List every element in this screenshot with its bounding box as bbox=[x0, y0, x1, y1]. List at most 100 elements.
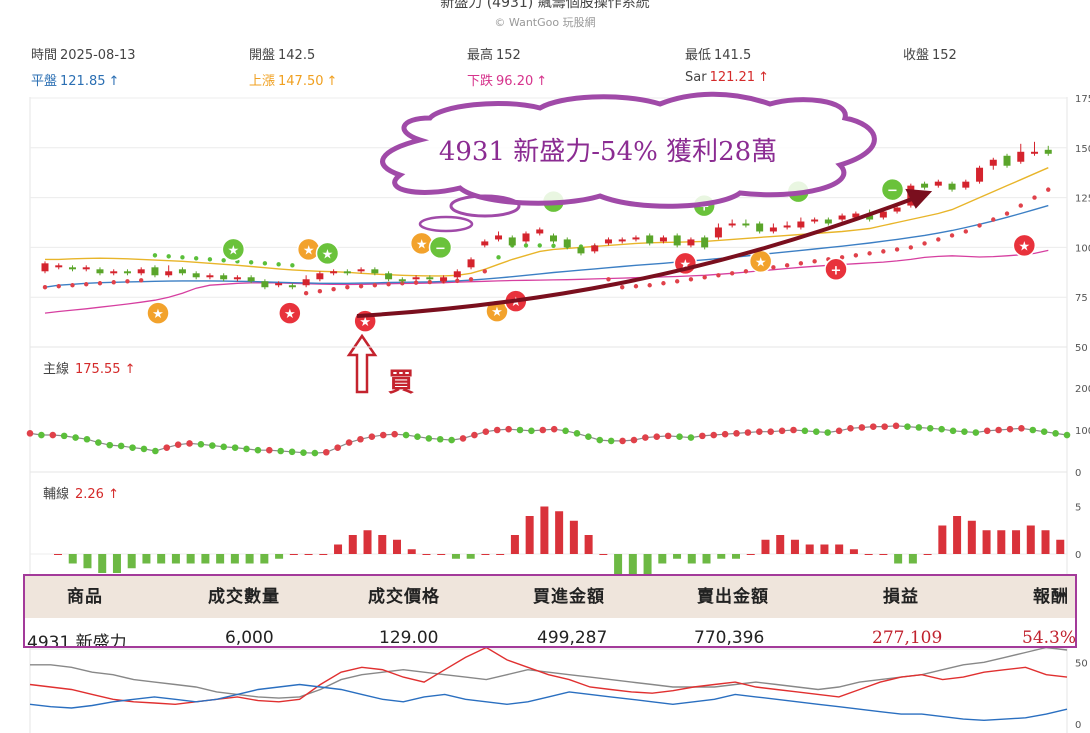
main-line-dot bbox=[197, 440, 205, 448]
candle-body bbox=[137, 269, 145, 274]
sar-dot bbox=[647, 283, 652, 288]
main-line-dot bbox=[881, 423, 888, 430]
candle-body bbox=[673, 235, 681, 246]
main-line-dot bbox=[368, 433, 376, 441]
candle-body bbox=[550, 235, 557, 242]
sar-dot bbox=[84, 282, 89, 287]
main-line-dot bbox=[220, 443, 228, 451]
signal-marker bbox=[428, 235, 453, 260]
info-close: 收盤 152 bbox=[903, 44, 957, 63]
sub-bar bbox=[569, 520, 578, 554]
main-line-dot bbox=[642, 434, 649, 441]
candle-body bbox=[385, 273, 393, 280]
candle-body bbox=[316, 273, 324, 280]
candle-body bbox=[701, 237, 709, 248]
candle-body bbox=[604, 239, 612, 244]
sub-bar bbox=[407, 549, 416, 554]
main-line-dot bbox=[676, 433, 683, 441]
candle-body bbox=[110, 271, 118, 274]
sar-dot bbox=[125, 279, 130, 284]
sar-dot bbox=[991, 217, 996, 222]
info-high: 最高 152 bbox=[467, 44, 521, 63]
main-line-dot bbox=[619, 437, 626, 445]
main-line-dot bbox=[129, 444, 136, 451]
sub-bar bbox=[466, 554, 475, 559]
info-sar-label: Sar bbox=[685, 70, 707, 85]
main-line-dot bbox=[311, 449, 319, 457]
price-tick-label: 150 bbox=[1075, 144, 1090, 155]
info-flat-value: 121.85 bbox=[60, 74, 106, 89]
main-line-dot bbox=[379, 431, 387, 439]
candle-body bbox=[962, 181, 970, 188]
candle-body bbox=[426, 277, 434, 280]
candle-body bbox=[989, 159, 997, 166]
candle-body bbox=[82, 267, 90, 270]
sub-bar bbox=[746, 554, 755, 555]
candle-body bbox=[1031, 151, 1039, 154]
main-line-dot bbox=[288, 448, 296, 456]
candle-body bbox=[632, 237, 640, 240]
sar-dot bbox=[908, 245, 914, 250]
sar-dot bbox=[633, 284, 639, 289]
signal-glyph: ★ bbox=[303, 243, 315, 258]
sar-dot bbox=[1032, 195, 1037, 200]
annotation-cloud bbox=[380, 91, 877, 209]
td-sell-amount: 770,396 bbox=[694, 628, 765, 648]
main-line-dot bbox=[824, 429, 831, 436]
td-quantity: 6,000 bbox=[225, 628, 274, 648]
candle-body bbox=[659, 237, 667, 242]
sub-bar bbox=[319, 554, 328, 555]
sar-dot bbox=[936, 237, 941, 242]
sar-dot bbox=[180, 255, 185, 260]
th-pnl: 損益 bbox=[883, 587, 919, 607]
main-line-dot bbox=[402, 431, 410, 439]
th-quantity: 成交數量 bbox=[208, 587, 280, 607]
candle-body bbox=[976, 167, 984, 182]
main-line-dot bbox=[528, 427, 535, 435]
sub-bar bbox=[790, 539, 799, 554]
main-line-dot bbox=[938, 425, 945, 433]
sub-bar bbox=[157, 554, 166, 564]
signal-marker bbox=[278, 301, 302, 325]
sub-bar bbox=[393, 539, 401, 554]
sar-dot bbox=[743, 269, 749, 274]
sar-dot bbox=[455, 278, 460, 284]
sar-dot bbox=[331, 287, 336, 292]
main-line-dot bbox=[744, 429, 752, 436]
sub-bar bbox=[967, 520, 976, 554]
main-line-dot bbox=[1063, 431, 1071, 439]
main-line-dot bbox=[448, 436, 455, 444]
ma-pink-line bbox=[44, 249, 1049, 314]
sub-bar bbox=[923, 554, 932, 555]
signal-marker bbox=[880, 177, 905, 202]
candle-body bbox=[398, 279, 406, 282]
candle-body bbox=[522, 233, 530, 242]
candle-body bbox=[330, 271, 338, 274]
candle-body bbox=[453, 271, 461, 278]
sub-line-label: 輔線 bbox=[43, 486, 69, 502]
main-line-dot bbox=[949, 427, 957, 435]
ma-blue-line bbox=[44, 204, 1049, 288]
candle-body bbox=[756, 223, 764, 232]
info-sar-value: 121.21 bbox=[709, 70, 756, 85]
sub-bar bbox=[599, 554, 608, 555]
sar-dot bbox=[523, 243, 529, 248]
main-line-dot bbox=[1052, 430, 1059, 437]
candle-body bbox=[893, 207, 901, 212]
sub-bar bbox=[702, 554, 711, 564]
sub-bar bbox=[1056, 539, 1065, 554]
signal-marker bbox=[1012, 233, 1037, 258]
sub-bar bbox=[171, 554, 180, 564]
main-line-dot bbox=[687, 434, 695, 441]
main-line-dot bbox=[186, 440, 193, 447]
signal-marker bbox=[824, 257, 848, 282]
main-line-dot bbox=[812, 428, 820, 435]
signal-glyph: ★ bbox=[359, 315, 371, 330]
sar-dot bbox=[248, 260, 254, 265]
main-line-dot bbox=[892, 422, 900, 430]
sar-dot bbox=[427, 279, 433, 285]
sub-bar bbox=[1012, 530, 1021, 554]
candle-body bbox=[247, 277, 255, 282]
sar-dot bbox=[496, 255, 501, 260]
